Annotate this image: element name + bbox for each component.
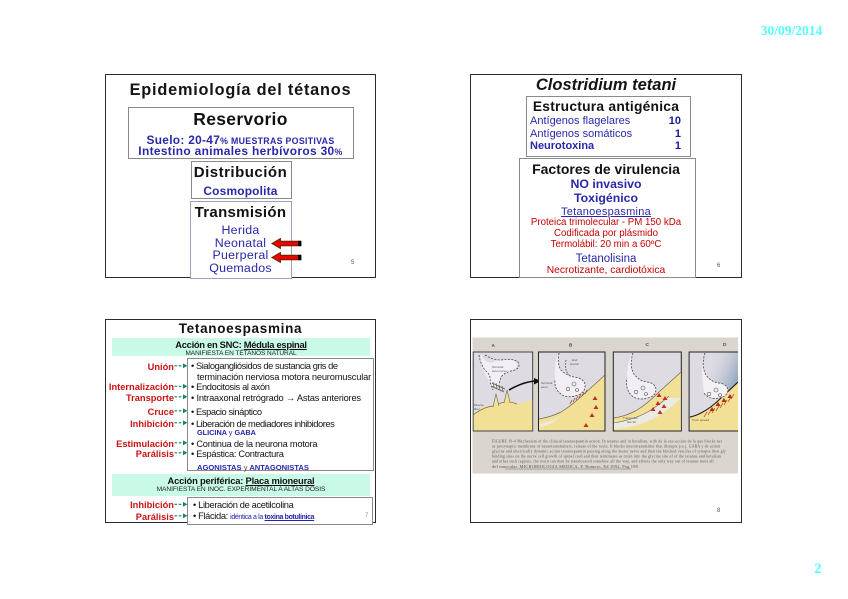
svg-text:FIGURE 19-4 Mechanism of the: FIGURE 19-4 Mechanism of the clinical te… [492, 440, 723, 445]
svg-text:End: End [572, 358, 578, 362]
svg-text:Transmitter: Transmitter [623, 416, 638, 420]
svg-text:C: C [646, 342, 650, 347]
svg-text:D: D [723, 342, 727, 347]
svg-text:Terminal: Terminal [492, 365, 504, 369]
svg-text:binding sites on the nerve cel: binding sites on the nerve cell growth o… [492, 455, 721, 459]
svg-text:and other such regions, the to: and other such regions, the toxin can th… [492, 460, 714, 465]
svg-text:axon nerve: axon nerve [492, 369, 507, 373]
svg-text:B: B [569, 343, 573, 348]
svg-text:Terminal: Terminal [541, 381, 553, 385]
svg-text:axon: axon [541, 385, 548, 389]
svg-text:fiber: fiber [474, 407, 480, 411]
svg-text:glycine and electrically dynam: glycine and electrically dynamic action … [492, 450, 726, 454]
svg-text:as presynaptic membrane of neu: as presynaptic membrane of neurotransmit… [492, 445, 720, 450]
svg-text:site 30: site 30 [627, 420, 636, 424]
svg-text:Toxin spread: Toxin spread [692, 418, 709, 422]
svg-text:A: A [492, 343, 496, 348]
svg-text:del muscular. MICROBIOLOGIA ME: del muscular. MICROBIOLOGIA MEDICA, P. R… [492, 464, 639, 470]
svg-text:bouton: bouton [570, 362, 580, 366]
svg-text:Muscle: Muscle [474, 403, 484, 407]
